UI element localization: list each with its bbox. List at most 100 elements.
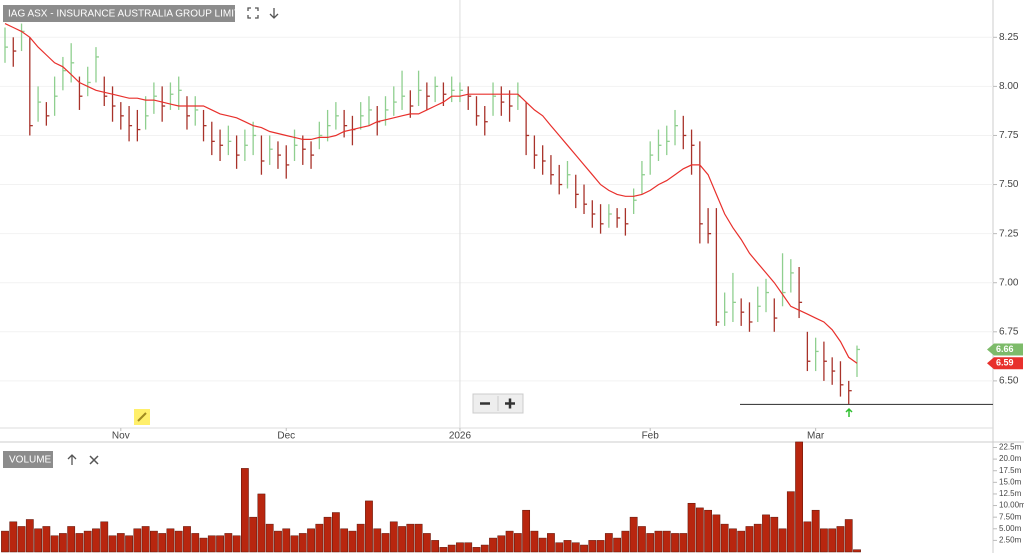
volume-bar	[464, 542, 473, 553]
volume-bar	[116, 533, 125, 553]
volume-bar	[257, 493, 266, 553]
volume-bar	[249, 516, 258, 553]
download-icon[interactable]	[269, 8, 279, 19]
volume-bar	[820, 528, 828, 553]
y-tick-label: 10.00m	[999, 501, 1024, 510]
title-tag: IAG ASX - INSURANCE AUSTRALIA GROUP LIMI…	[3, 5, 254, 22]
volume-bar	[621, 530, 630, 553]
move-up-icon[interactable]	[67, 454, 77, 465]
volume-bar	[414, 523, 423, 553]
volume-bar	[290, 535, 299, 553]
x-tick-label: Nov	[112, 431, 130, 442]
volume-bar	[381, 533, 390, 553]
y-tick-label: 7.50	[999, 179, 1019, 190]
volume-box	[3, 451, 53, 468]
icon[interactable]	[269, 8, 279, 19]
up-arrow-marker	[845, 407, 853, 417]
volume-bar	[439, 547, 448, 553]
volume-bar	[9, 521, 18, 553]
volume-bar	[530, 530, 539, 553]
volume-bar	[654, 530, 663, 553]
pencil-icon[interactable]	[134, 409, 150, 425]
volume-bar	[604, 533, 613, 553]
pencil[interactable]	[137, 412, 147, 422]
y-tick-label: 5.00m	[999, 524, 1022, 533]
last-price-tag-label: 6.66	[996, 344, 1014, 354]
volume-bar	[811, 509, 820, 553]
volume-bar	[389, 521, 398, 553]
y-tick-label: 7.50m	[999, 512, 1022, 521]
y-tick-label: 7.75	[999, 130, 1019, 141]
volume-bar	[745, 526, 754, 553]
volume-bar	[298, 533, 307, 553]
volume-bar	[141, 526, 150, 553]
volume-bar	[522, 509, 531, 553]
volume-bar	[778, 528, 787, 553]
volume-bar	[166, 528, 175, 553]
zoom-in[interactable]	[505, 398, 515, 409]
ma-price-tag-label: 6.59	[996, 358, 1014, 368]
icon[interactable]	[247, 7, 259, 19]
volume-bar	[538, 537, 547, 553]
volume-bar	[447, 544, 456, 553]
volume-bar	[422, 533, 431, 553]
ma-price-tag: 6.59	[987, 357, 1023, 370]
volume-bar	[431, 540, 440, 553]
moving-average	[4, 23, 858, 364]
volume-bar	[100, 521, 109, 553]
y-tick-label: 8.00	[999, 81, 1019, 92]
x-tick-label: Mar	[807, 431, 825, 442]
volume-bar	[497, 535, 506, 553]
y-tick-label: 17.5m	[999, 466, 1022, 475]
volume-bar	[207, 535, 216, 553]
volume-bar	[489, 537, 497, 553]
volume-bar	[753, 523, 762, 553]
volume-bar	[67, 526, 76, 553]
volume-bar	[671, 533, 679, 553]
volume-bar	[331, 512, 340, 553]
zoom-controls	[472, 393, 524, 414]
volume-bar	[472, 547, 481, 553]
y-tick-label: 12.5m	[999, 489, 1022, 498]
volume-bar	[274, 530, 282, 553]
y-tick-label: 7.00	[999, 277, 1019, 288]
volume-bar	[50, 535, 59, 553]
volume-bar	[265, 523, 274, 553]
fullscreen-icon[interactable]	[247, 7, 259, 19]
volume-bar	[712, 514, 721, 553]
close-icon[interactable]	[89, 455, 99, 465]
y-tick-label: 2.50m	[999, 535, 1022, 544]
volume-bar	[365, 500, 373, 553]
volume-bar	[613, 537, 622, 553]
volume-bar	[75, 533, 84, 553]
volume-bar	[240, 468, 249, 553]
ma-price-tag-shape	[987, 357, 1023, 370]
volume-bar	[108, 535, 117, 553]
volume-bar	[629, 516, 638, 553]
volume-bar	[828, 528, 837, 553]
volume-bar	[588, 540, 597, 553]
last-price-tag-shape	[987, 343, 1023, 356]
volume-bar	[1, 530, 9, 553]
y-tick-label: 6.75	[999, 326, 1019, 337]
last-price-tag: 6.66	[987, 343, 1023, 356]
volume-bar	[348, 530, 357, 553]
volume-bar	[844, 519, 853, 553]
volume-bar	[563, 540, 572, 553]
volume-bar	[25, 519, 34, 553]
volume-bar	[695, 507, 704, 553]
volume-bar	[555, 542, 564, 553]
volume-bar	[17, 526, 26, 553]
volume-bar	[513, 533, 522, 553]
volume-bar	[199, 537, 208, 553]
y-tick-label: 7.25	[999, 228, 1019, 239]
volume-bar	[373, 528, 382, 553]
volume-bar	[150, 530, 158, 553]
volume-bar	[762, 514, 770, 553]
chart-title: IAG ASX - INSURANCE AUSTRALIA GROUP LIMI…	[8, 9, 254, 20]
volume-bar	[191, 533, 200, 553]
volume-title: VOLUME	[9, 455, 52, 466]
volume-bar	[42, 526, 51, 553]
